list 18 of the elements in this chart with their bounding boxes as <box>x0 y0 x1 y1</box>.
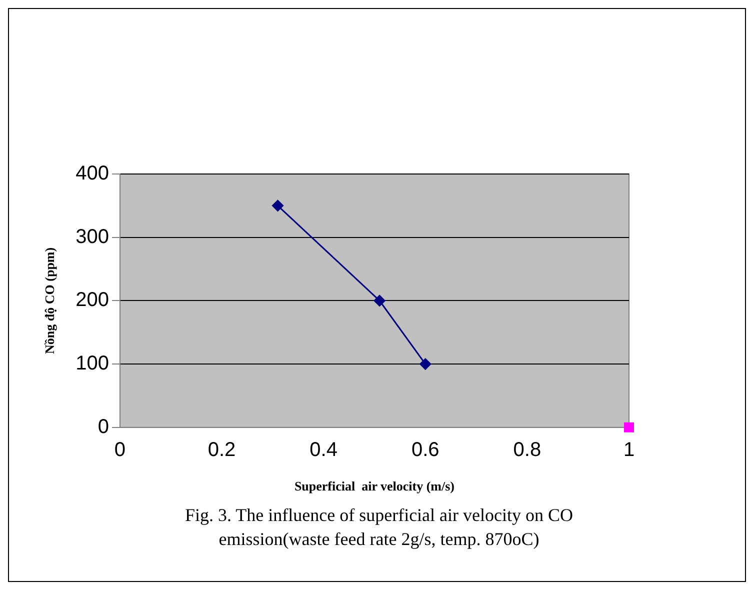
y-tick-label: 0 <box>98 416 109 438</box>
x-tick-label: 0.6 <box>411 438 440 461</box>
y-tick-label: 300 <box>76 226 109 248</box>
x-tick-label: 0.8 <box>513 438 542 461</box>
x-tick-label: 0 <box>114 438 126 461</box>
point <box>272 200 284 212</box>
y-tick-label: 400 <box>76 162 109 185</box>
point <box>420 358 432 370</box>
y-axis-title: Nồng độ CO (ppm) <box>42 247 58 354</box>
x-tick-label: 0.4 <box>310 438 338 461</box>
point <box>374 294 386 306</box>
x-axis-title: Superficial air velocity (m/s) <box>294 478 455 494</box>
caption: Fig. 3. The influence of superficial air velocity on CO emission(waste feed rate 2g/s, temp. 870oC) <box>184 504 574 551</box>
y-tick-label: 200 <box>76 289 109 312</box>
y-tick-label: 100 <box>76 352 109 375</box>
x-tick-label: 0.2 <box>208 438 236 461</box>
x-tick-label: 1 <box>623 438 635 461</box>
point <box>624 422 634 432</box>
